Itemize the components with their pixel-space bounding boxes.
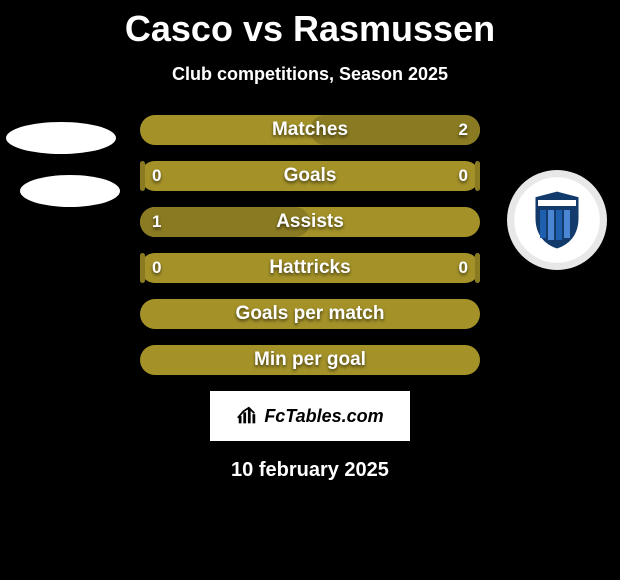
stat-bar-left-value: 1 [152,207,161,237]
stat-bar: Goals per match [140,299,480,329]
stat-bar: Goals0 0 [140,161,480,191]
stat-bar-right-value: 2 [459,115,468,145]
brand-chart-icon [236,405,258,427]
stat-bar-right-value: 0 [459,161,468,191]
stat-bar-right-value: 0 [459,253,468,283]
stat-bar: Assists1 [140,207,480,237]
stat-bar-label: Matches [140,115,480,145]
stat-bar: Matches2 [140,115,480,145]
stat-bar-label: Goals [140,161,480,191]
stat-bar-label: Hattricks [140,253,480,283]
club-shield-icon [530,188,584,252]
brand-text: FcTables.com [264,406,383,427]
stat-bar-left-value: 0 [152,253,161,283]
stat-bar: Min per goal [140,345,480,375]
subtitle: Club competitions, Season 2025 [0,64,620,85]
stat-bar-label: Min per goal [140,345,480,375]
page-title: Casco vs Rasmussen [0,0,620,50]
left-ellipse-2 [20,175,120,207]
club-badge [507,170,607,270]
left-ellipse-1 [6,122,116,154]
brand-box: FcTables.com [210,391,410,441]
stat-bar: Hattricks0 0 [140,253,480,283]
stat-bar-label: Goals per match [140,299,480,329]
date-text: 10 february 2025 [0,459,620,482]
stat-bar-label: Assists [140,207,480,237]
stat-bar-left-value: 0 [152,161,161,191]
